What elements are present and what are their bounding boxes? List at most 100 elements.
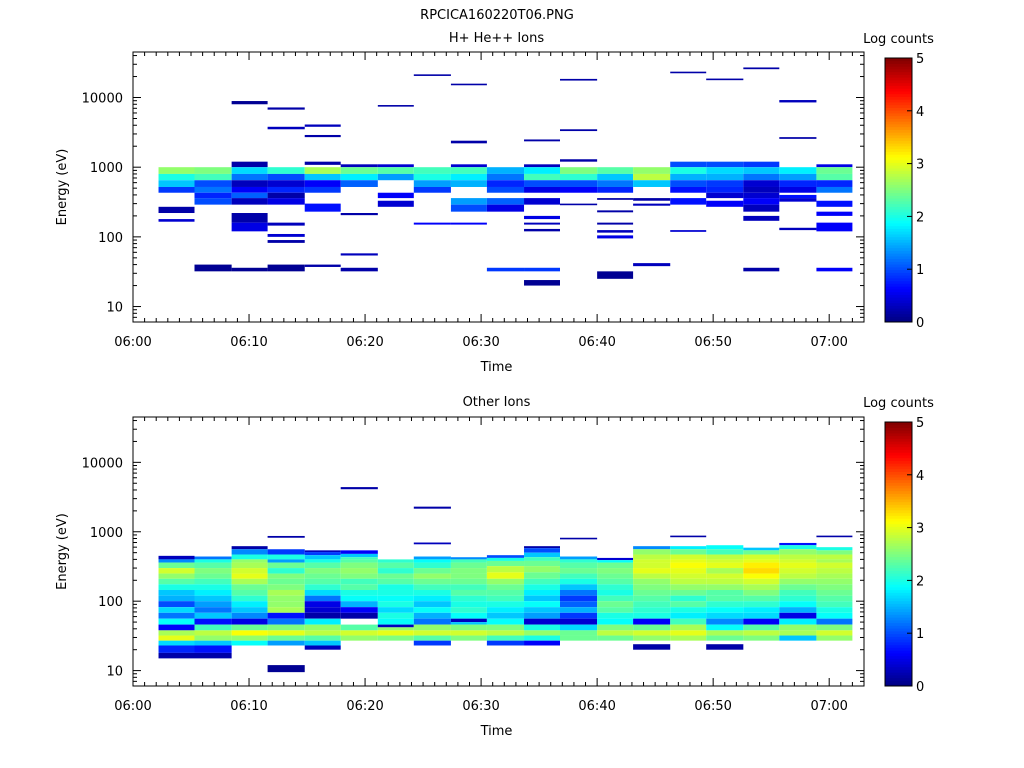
panel-1-colorbar-step xyxy=(885,63,912,67)
panel-2-colorbar-step xyxy=(885,609,912,613)
panel-2-cell-3-14 xyxy=(267,618,305,625)
panel-2-cell-10-6 xyxy=(524,572,560,579)
panel-2-cell-5-16 xyxy=(340,630,378,636)
panel-1-colorbar-step xyxy=(885,297,912,301)
panel-1-cell-10-1 xyxy=(524,164,560,168)
panel-2-cell-13-2 xyxy=(633,554,671,560)
panel-2-cell-16-4 xyxy=(743,562,780,569)
panel-2-cell-18-17 xyxy=(816,630,853,636)
panel-1-colorbar-step xyxy=(885,82,912,86)
panel-2-colorbar-step xyxy=(885,518,912,522)
panel-1-cell-10-5 xyxy=(524,186,560,193)
panel-2-cell-14-16 xyxy=(670,624,707,631)
panel-1-cell-3-10 xyxy=(267,240,305,243)
panel-1-colorbar-step xyxy=(885,110,912,114)
panel-2-colorbar-step xyxy=(885,573,912,577)
panel-1-colorbar-tick-label: 1 xyxy=(916,263,924,278)
panel-2-cell-7-16 xyxy=(413,630,451,636)
panel-2-frame xyxy=(132,416,865,687)
panel-1-colorbar-step xyxy=(885,272,912,276)
panel-1-cell-4-4 xyxy=(304,173,341,181)
panel-2-cell-15-11 xyxy=(706,601,744,608)
panel-2-colorbar-step xyxy=(885,521,912,525)
panel-2-cell-10-4 xyxy=(524,560,560,567)
panel-2-cell-4-15 xyxy=(304,624,341,631)
panel-2-cell-2-10 xyxy=(231,595,268,602)
panel-2-colorbar-step xyxy=(885,606,912,610)
panel-2-cell-7-14 xyxy=(413,618,451,625)
panel-1-colorbar-step xyxy=(885,214,912,218)
panel-1-cell-1-1 xyxy=(194,173,232,181)
panel-1-colorbar-step xyxy=(885,223,912,227)
panel-2-cell-12-1 xyxy=(597,560,634,563)
panel-1-colorbar-step xyxy=(885,96,912,100)
panel-2-cell-16-2 xyxy=(743,554,780,560)
panel-2-cell-7-2 xyxy=(413,556,451,560)
panel-1-cell-14-2 xyxy=(670,167,707,174)
panel-1-colorbar-step xyxy=(885,203,912,207)
panel-2-cell-3-9 xyxy=(267,589,305,596)
panel-1-colorbar-step xyxy=(885,157,912,161)
panel-2-cell-14-1 xyxy=(670,546,707,550)
panel-2-colorbar-step xyxy=(885,488,912,492)
panel-2-x-tick-label: 06:20 xyxy=(346,699,383,714)
panel-1-cell-18-3 xyxy=(816,180,853,187)
panel-1-colorbar-step xyxy=(885,187,912,191)
panel-2-title: Other Ions xyxy=(463,395,531,410)
panel-2-colorbar-step xyxy=(885,490,912,494)
panel-2-cell-18-10 xyxy=(816,589,853,596)
panel-2-cell-11-1 xyxy=(560,556,598,560)
panel-2-colorbar-step xyxy=(885,554,912,558)
panel-1-cell-16-5 xyxy=(743,186,780,193)
panel-2-colorbar-step xyxy=(885,581,912,585)
panel-2-cell-4-14 xyxy=(304,618,341,625)
panel-1-cell-2-5 xyxy=(231,186,268,193)
panel-1-colorbar-step xyxy=(885,91,912,95)
panel-2-cell-13-12 xyxy=(633,607,671,613)
panel-2-cell-14-4 xyxy=(670,559,707,563)
panel-2-cell-10-14 xyxy=(524,618,560,625)
panel-2-cell-14-8 xyxy=(670,578,707,585)
panel-1-colorbar-step xyxy=(885,154,912,158)
panel-2-cell-3-4 xyxy=(267,562,305,569)
panel-1-colorbar-step xyxy=(885,129,912,133)
panel-1-cell-15-0 xyxy=(706,78,744,81)
panel-2-colorbar-step xyxy=(885,672,912,676)
panel-2-cell-11-14 xyxy=(560,624,598,631)
panel-1-cell-14-0 xyxy=(670,71,707,74)
panel-2-cell-9-2 xyxy=(486,560,525,567)
panel-2-cell-5-10 xyxy=(340,589,378,596)
panel-2-cell-1-0 xyxy=(194,556,232,560)
panel-2-cell-13-4 xyxy=(633,562,671,569)
panel-2-cell-0-15 xyxy=(158,635,195,641)
panel-1-cell-0-1 xyxy=(158,173,195,181)
panel-2-cell-10-15 xyxy=(524,624,560,631)
panel-1-cell-3-5 xyxy=(267,186,305,193)
panel-1-cell-17-4 xyxy=(779,180,817,187)
panel-1-cell-7-2 xyxy=(413,173,451,181)
panel-2-colorbar-step xyxy=(885,422,912,426)
panel-1-cell-2-0 xyxy=(231,101,268,105)
panel-1-cell-12-6 xyxy=(597,222,634,225)
panel-2-cell-13-1 xyxy=(633,549,671,555)
panel-1-colorbar-step xyxy=(885,305,912,309)
panel-2-colorbar-step xyxy=(885,463,912,467)
panel-1-colorbar-step xyxy=(885,115,912,119)
panel-2-cell-18-5 xyxy=(816,562,853,569)
panel-1-colorbar-frame xyxy=(884,57,913,323)
panel-1-cell-11-7 xyxy=(560,203,598,206)
panel-2-cell-4-7 xyxy=(304,578,341,585)
panel-2-cell-7-7 xyxy=(413,578,451,585)
panel-1-colorbar-step xyxy=(885,190,912,194)
panel-2-colorbar-step xyxy=(885,545,912,549)
panel-1-cell-12-4 xyxy=(597,198,634,200)
panel-1-cell-17-3 xyxy=(779,173,817,181)
panel-1-colorbar-step xyxy=(885,173,912,177)
panel-1-cell-2-6 xyxy=(231,192,268,199)
panel-2-cell-15-13 xyxy=(706,612,744,619)
panel-2-cell-15-5 xyxy=(706,568,744,574)
panel-1-cell-8-8 xyxy=(450,222,487,225)
panel-2-colorbar-step xyxy=(885,639,912,643)
panel-2-cell-9-1 xyxy=(486,557,525,561)
panel-2-cell-4-19 xyxy=(304,645,341,650)
